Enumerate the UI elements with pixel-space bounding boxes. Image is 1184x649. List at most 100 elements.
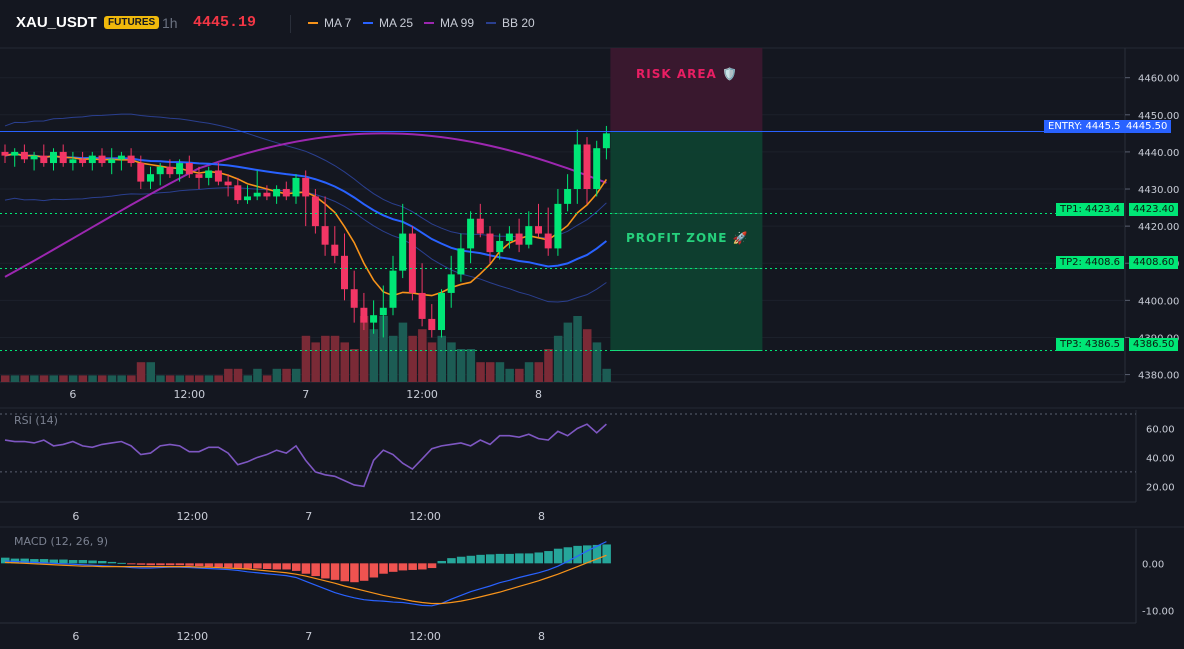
candle-body — [447, 274, 455, 293]
macd-histogram-bar — [224, 563, 233, 568]
macd-line — [4, 541, 607, 607]
macd-tick-label: 0.00 — [1142, 559, 1164, 570]
volume-bar — [466, 349, 476, 382]
volume-bar — [408, 335, 417, 382]
volume-bar — [1, 375, 10, 382]
candle-body — [253, 192, 261, 197]
rsi-line — [4, 423, 607, 488]
candle-body — [263, 192, 271, 197]
macd-histogram-bar — [321, 563, 330, 579]
volume-bar — [10, 375, 20, 382]
price-tick-label: 4460.00 — [1138, 74, 1179, 85]
profit-zone-label: PROFIT ZONE 🚀 — [626, 231, 749, 245]
candle-body — [573, 144, 581, 190]
candle-body — [428, 318, 436, 331]
tp1-price-label: 4423.40 — [1129, 203, 1179, 216]
volume-bar — [495, 362, 505, 382]
macd-histogram-bar — [68, 560, 78, 564]
macd-histogram-bar — [398, 563, 408, 571]
chart-header: XAU_USDT FUTURES 1h 4445.19 MA 7 MA 25 M… — [0, 0, 1184, 48]
volume-bar — [214, 375, 223, 382]
volume-bar — [592, 342, 602, 382]
candle-body — [88, 155, 96, 164]
candle-body — [156, 166, 164, 175]
legend-ma25[interactable]: MA 25 — [363, 16, 413, 30]
price-tick-label: 4420.00 — [1138, 222, 1179, 233]
candle-body — [379, 307, 387, 316]
volume-bar — [146, 362, 155, 382]
volume-bar — [563, 322, 573, 382]
candle-body — [525, 226, 533, 245]
volume-bar — [427, 342, 437, 382]
legend-ma99[interactable]: MA 99 — [424, 16, 474, 30]
candle-body — [40, 155, 48, 164]
macd-histogram-bar — [233, 563, 243, 569]
macd-pane-label: MACD (12, 26, 9) — [14, 535, 109, 548]
candle-body — [244, 196, 251, 201]
header-divider — [290, 15, 291, 33]
volume-bar — [418, 329, 427, 382]
volume-bar — [49, 375, 58, 382]
volume-bar — [78, 375, 88, 382]
volume-bar — [398, 322, 408, 382]
time-axis-label: 6 — [69, 388, 76, 401]
volume-bar — [98, 375, 107, 382]
macd-histogram-bar — [301, 563, 311, 574]
macd-histogram-bar — [340, 563, 349, 582]
time-axis-label: 12:00 — [406, 388, 438, 401]
candle-body — [224, 181, 232, 186]
volume-bar — [311, 342, 320, 382]
volume-bar — [68, 375, 78, 382]
macd-histogram-bar — [408, 563, 417, 570]
symbol-name[interactable]: XAU_USDT — [16, 14, 97, 31]
ma25-swatch — [363, 22, 373, 24]
volume-bar — [204, 375, 214, 382]
macd-histogram-bar — [204, 563, 214, 567]
legend-ma7[interactable]: MA 7 — [308, 16, 351, 30]
candle-body — [1, 151, 9, 156]
ma7-swatch — [308, 22, 318, 24]
legend-bb20[interactable]: BB 20 — [486, 16, 535, 30]
macd-histogram-bar — [107, 561, 117, 564]
macd-histogram-bar — [602, 544, 611, 564]
timeframe-label[interactable]: 1h — [162, 15, 178, 31]
volume-bar — [20, 375, 29, 382]
candle-body — [467, 218, 475, 249]
macd-histogram-bar — [456, 556, 466, 564]
volume-bar — [292, 368, 301, 382]
macd-histogram-bar — [282, 563, 291, 570]
volume-bar — [175, 375, 185, 382]
risk-area-zone — [610, 48, 763, 132]
macd-histogram-bar — [253, 563, 262, 569]
volume-bar — [59, 375, 68, 382]
candle-body — [360, 307, 368, 323]
candle-body — [98, 155, 106, 164]
volume-bar — [243, 375, 252, 382]
price-tick-label: 4440.00 — [1138, 148, 1179, 159]
price-tick-label: 4400.00 — [1138, 296, 1179, 307]
volume-bar — [195, 375, 204, 382]
price-tick-label: 4430.00 — [1138, 185, 1179, 196]
candle-body — [505, 233, 513, 241]
candle-body — [11, 151, 19, 156]
candle-body — [69, 159, 77, 164]
macd-histogram-bar — [195, 563, 204, 567]
macd-histogram-bar — [379, 563, 388, 574]
tp2-price-label: 4408.60 — [1129, 256, 1179, 269]
time-axis-label: 6 — [72, 510, 79, 523]
volume-bar — [272, 368, 282, 382]
rsi-tick-label: 40.00 — [1146, 453, 1175, 464]
candle-body — [593, 148, 601, 190]
macd-histogram-bar — [292, 563, 301, 571]
volume-bar — [224, 368, 233, 382]
volume-bar — [553, 335, 563, 382]
candle-body — [554, 203, 562, 249]
time-axis-label: 12:00 — [409, 510, 441, 523]
volume-bar — [437, 335, 446, 382]
macd-histogram-bar — [30, 559, 39, 564]
time-axis-label: 6 — [72, 630, 79, 643]
macd-histogram-bar — [466, 555, 476, 564]
macd-signal-line — [4, 554, 607, 605]
macd-histogram-bar — [127, 563, 136, 565]
